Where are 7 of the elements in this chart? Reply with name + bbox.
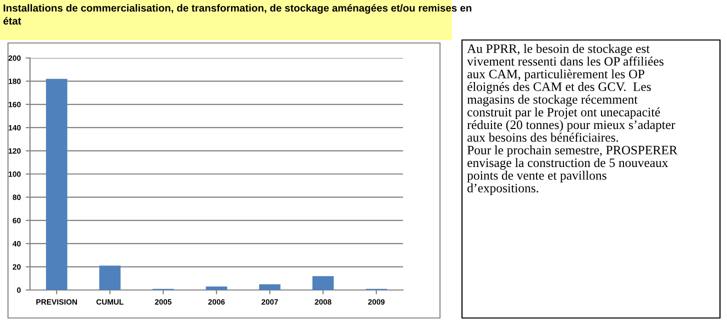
bar [46, 78, 68, 290]
bar [312, 276, 334, 290]
chart-title: Installations de commercialisation, de transformation, de stockage aménagées et/ou remises en état [3, 4, 472, 25]
text: Au PPRR, le besoin de stockage est vivement ressenti dans les OP affiliées aux CAM, particulièrement les OP éloignés des CAM et des GCV. Les magasins de stockage récemment construit par le Projet ont unecapacité réduite (20 tonnes) pour mieux s’adapter aux besoins des bénéficiaires. Pour le prochain semestre, PROSPERER envisage la construction de 5 nouveaux points de vente et pavillons d’expositions. [467, 44, 678, 195]
bar [206, 286, 228, 290]
bar [259, 284, 280, 290]
bar [99, 266, 121, 290]
